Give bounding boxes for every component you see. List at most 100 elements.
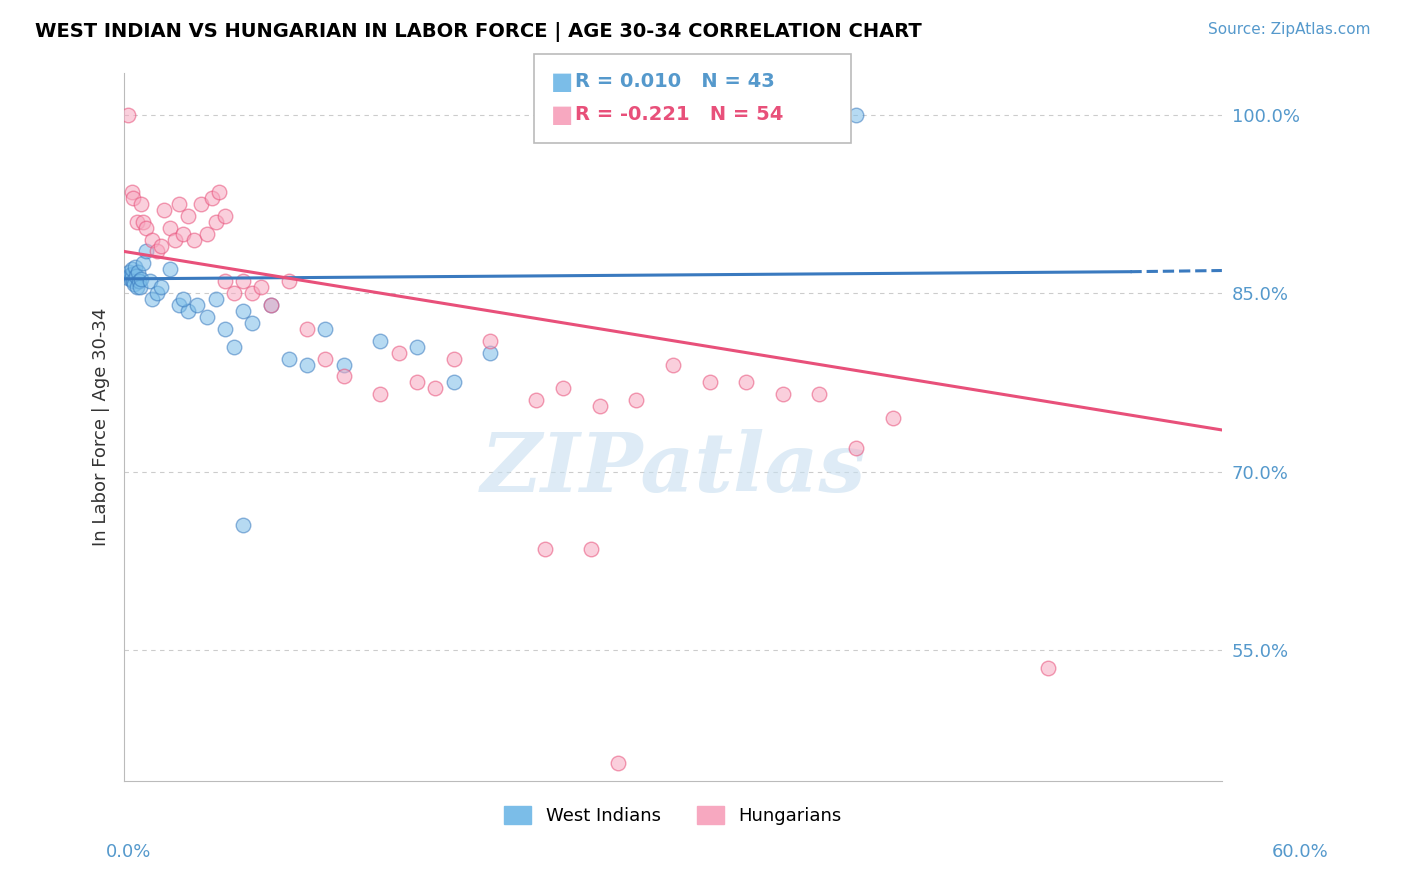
Point <box>332 358 354 372</box>
Point <box>204 215 226 229</box>
Text: ZIPatlas: ZIPatlas <box>481 429 866 509</box>
Point <box>125 280 148 294</box>
Point <box>121 262 143 277</box>
Point <box>149 238 172 252</box>
Point <box>425 381 447 395</box>
Point <box>214 274 236 288</box>
Point <box>146 286 169 301</box>
Point <box>117 108 139 122</box>
Point <box>882 411 904 425</box>
Point <box>139 274 162 288</box>
Point <box>232 274 254 288</box>
Point <box>195 310 218 324</box>
Point <box>662 358 685 372</box>
Point <box>699 376 721 390</box>
Point <box>479 345 502 359</box>
Point <box>177 304 200 318</box>
Point <box>186 298 208 312</box>
Point <box>124 277 146 291</box>
Point <box>222 286 245 301</box>
Point <box>388 345 411 359</box>
Point <box>772 387 794 401</box>
Point <box>232 304 254 318</box>
Point <box>214 322 236 336</box>
Point <box>177 209 200 223</box>
Point <box>277 274 299 288</box>
Point <box>167 197 190 211</box>
Point <box>406 376 429 390</box>
Point <box>845 441 868 455</box>
Point <box>165 233 187 247</box>
Point <box>190 197 212 211</box>
Point <box>146 244 169 259</box>
Point <box>153 202 176 217</box>
Text: R = -0.221   N = 54: R = -0.221 N = 54 <box>575 105 783 124</box>
Point <box>172 292 194 306</box>
Point <box>183 233 205 247</box>
Point <box>208 185 231 199</box>
Point <box>128 280 150 294</box>
Point <box>479 334 502 348</box>
Point <box>589 399 612 413</box>
Point <box>534 541 557 556</box>
Point <box>127 265 149 279</box>
Point <box>250 280 273 294</box>
Point <box>370 387 392 401</box>
Point <box>370 334 392 348</box>
Point <box>214 209 236 223</box>
Point <box>314 351 336 366</box>
Point <box>125 215 148 229</box>
Text: ■: ■ <box>551 103 574 127</box>
Point <box>121 267 143 281</box>
Point <box>117 270 139 285</box>
Point <box>128 274 150 288</box>
Point <box>167 298 190 312</box>
Point <box>118 265 141 279</box>
Text: 0.0%: 0.0% <box>105 843 150 861</box>
Point <box>135 244 157 259</box>
Point <box>295 358 318 372</box>
Point <box>141 233 163 247</box>
Text: R = 0.010   N = 43: R = 0.010 N = 43 <box>575 72 775 91</box>
Point <box>129 197 152 211</box>
Point <box>808 387 831 401</box>
Point <box>120 272 142 286</box>
Point <box>195 227 218 241</box>
Text: Source: ZipAtlas.com: Source: ZipAtlas.com <box>1208 22 1371 37</box>
Point <box>259 298 281 312</box>
Point <box>131 215 153 229</box>
Point <box>124 260 146 274</box>
Point <box>131 256 153 270</box>
Point <box>406 340 429 354</box>
Point <box>172 227 194 241</box>
Point <box>579 541 602 556</box>
Point <box>443 376 465 390</box>
Point <box>443 351 465 366</box>
Point <box>607 756 630 771</box>
Point <box>135 220 157 235</box>
Text: ■: ■ <box>551 70 574 94</box>
Point <box>524 393 547 408</box>
Point <box>204 292 226 306</box>
Point <box>118 268 141 283</box>
Text: 60.0%: 60.0% <box>1272 843 1329 861</box>
Point <box>232 518 254 533</box>
Point <box>277 351 299 366</box>
Point <box>626 393 648 408</box>
Point <box>122 274 145 288</box>
Point <box>201 191 224 205</box>
Point <box>159 262 181 277</box>
Point <box>295 322 318 336</box>
Text: WEST INDIAN VS HUNGARIAN IN LABOR FORCE | AGE 30-34 CORRELATION CHART: WEST INDIAN VS HUNGARIAN IN LABOR FORCE … <box>35 22 922 42</box>
Point <box>129 272 152 286</box>
Point <box>845 108 868 122</box>
Point <box>149 280 172 294</box>
Point <box>125 269 148 284</box>
Point <box>240 316 263 330</box>
Y-axis label: In Labor Force | Age 30-34: In Labor Force | Age 30-34 <box>93 308 110 546</box>
Point <box>735 376 758 390</box>
Point <box>240 286 263 301</box>
Point <box>121 185 143 199</box>
Point <box>259 298 281 312</box>
Point <box>332 369 354 384</box>
